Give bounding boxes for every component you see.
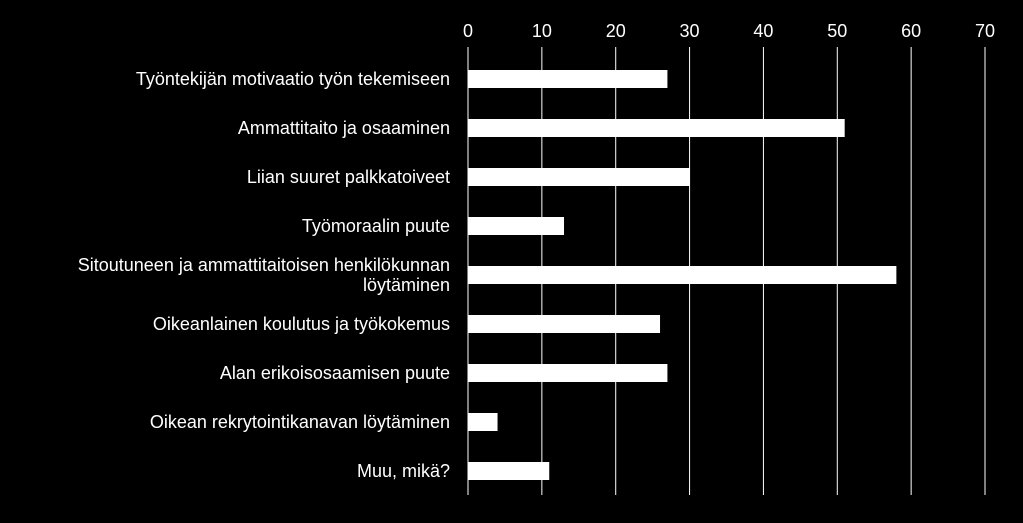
- x-tick-label: 10: [532, 21, 552, 41]
- category-label: löytäminen: [363, 275, 450, 295]
- x-tick-label: 60: [901, 21, 921, 41]
- bar: [468, 70, 668, 88]
- bar: [468, 462, 550, 480]
- category-label: Oikean rekrytointikanavan löytäminen: [150, 412, 450, 432]
- category-label: Muu, mikä?: [357, 461, 450, 481]
- category-label: Alan erikoisosaamisen puute: [220, 363, 450, 383]
- bar: [468, 119, 845, 137]
- category-label: Työmoraalin puute: [302, 216, 450, 236]
- category-label: Sitoutuneen ja ammattitaitoisen henkilök…: [78, 255, 450, 275]
- bar: [468, 266, 897, 284]
- x-axis-ticks: 0 10 20 30 40 50 60 70: [463, 21, 995, 41]
- x-tick-label: 30: [680, 21, 700, 41]
- category-label: Ammattitaito ja osaaminen: [238, 118, 450, 138]
- x-tick-label: 20: [606, 21, 626, 41]
- bar: [468, 315, 661, 333]
- x-tick-label: 0: [463, 21, 473, 41]
- category-label: Työntekijän motivaatio työn tekemiseen: [136, 69, 450, 89]
- category-labels: Työntekijän motivaatio työn tekemiseen Am…: [78, 69, 450, 481]
- bar: [468, 168, 690, 186]
- x-tick-label: 50: [827, 21, 847, 41]
- bar: [468, 364, 668, 382]
- x-tick-label: 40: [753, 21, 773, 41]
- x-tick-label: 70: [975, 21, 995, 41]
- bar: [468, 413, 498, 431]
- category-label: Oikeanlainen koulutus ja työkokemus: [153, 314, 450, 334]
- category-label: Liian suuret palkkatoiveet: [247, 167, 450, 187]
- bars: [468, 70, 897, 480]
- bar: [468, 217, 565, 235]
